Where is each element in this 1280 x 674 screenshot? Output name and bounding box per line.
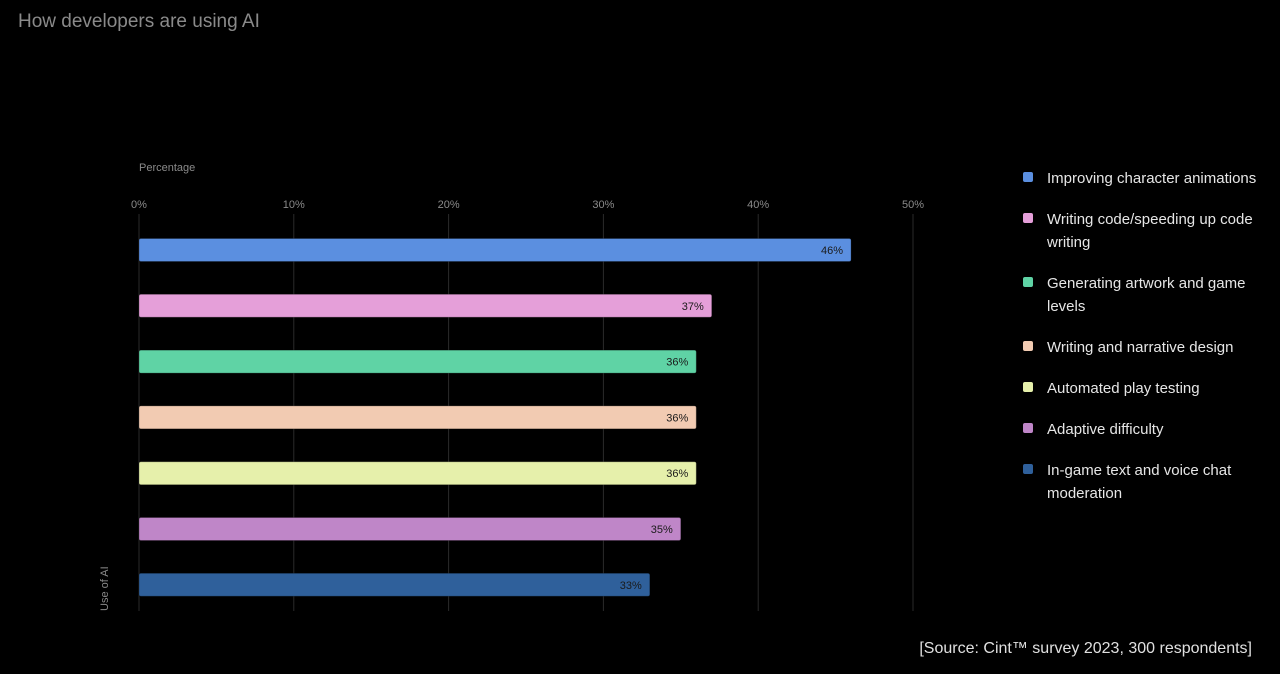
bar-value-label: 46% <box>821 245 843 257</box>
bar <box>138 238 852 262</box>
x-tick-label: 30% <box>592 199 614 211</box>
legend-item: Writing and narrative design <box>1023 336 1263 359</box>
x-tick-label: 0% <box>131 199 147 211</box>
x-tick-label: 40% <box>747 199 769 211</box>
bar-value-label: 35% <box>651 524 673 536</box>
legend-label: Adaptive difficulty <box>1047 421 1164 438</box>
x-tick-label: 10% <box>283 199 305 211</box>
legend-swatch <box>1023 423 1033 433</box>
x-tick-label: 50% <box>902 199 924 211</box>
legend-label: Automated play testing <box>1047 380 1200 397</box>
bar <box>138 572 651 597</box>
bar-value-label: 37% <box>682 301 704 313</box>
y-axis-label: Use of AI <box>99 566 111 611</box>
x-axis-label: Percentage <box>139 162 195 174</box>
legend-swatch <box>1023 382 1033 392</box>
legend-swatch <box>1023 341 1033 351</box>
bar <box>138 461 697 486</box>
legend-label: Writing code/speeding up code writing <box>1047 211 1253 251</box>
bar-value-label: 33% <box>620 580 642 592</box>
legend-item: Writing code/speeding up code writing <box>1023 208 1263 254</box>
bar <box>138 517 682 541</box>
legend-item: Generating artwork and game levels <box>1023 272 1263 318</box>
legend-swatch <box>1023 213 1033 223</box>
legend-swatch <box>1023 464 1033 474</box>
bar <box>138 349 697 374</box>
legend-label: Writing and narrative design <box>1047 339 1234 356</box>
legend-label: Generating artwork and game levels <box>1047 275 1246 315</box>
legend-label: Improving character animations <box>1047 170 1257 187</box>
bar-value-label: 36% <box>666 357 688 369</box>
source-note: [Source: Cint™ survey 2023, 300 responde… <box>919 640 1252 657</box>
bar-value-label: 36% <box>666 412 688 424</box>
chart-title: How developers are using AI <box>18 11 260 32</box>
legend-swatch <box>1023 172 1033 182</box>
legend-item: In-game text and voice chat moderation <box>1023 459 1263 505</box>
legend-swatch <box>1023 277 1033 287</box>
bar <box>138 405 697 430</box>
bar <box>138 293 713 318</box>
legend-item: Adaptive difficulty <box>1023 418 1263 441</box>
chart-legend: Improving character animations Writing co… <box>1023 167 1263 523</box>
bar-value-label: 36% <box>666 468 688 480</box>
legend-label: In-game text and voice chat moderation <box>1047 462 1232 502</box>
legend-item: Improving character animations <box>1023 167 1263 190</box>
x-tick-label: 20% <box>438 199 460 211</box>
legend-item: Automated play testing <box>1023 377 1263 400</box>
